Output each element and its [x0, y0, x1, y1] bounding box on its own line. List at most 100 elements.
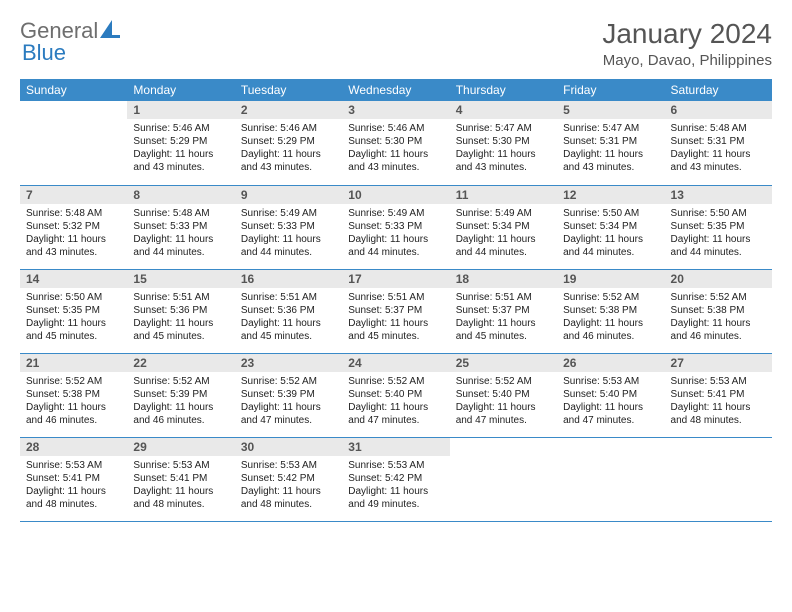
sunset-text: Sunset: 5:30 PM	[348, 135, 443, 148]
sunrise-text: Sunrise: 5:47 AM	[456, 122, 551, 135]
location-subtitle: Mayo, Davao, Philippines	[602, 52, 772, 69]
calendar-row: 1Sunrise: 5:46 AMSunset: 5:29 PMDaylight…	[20, 101, 772, 185]
day-details: Sunrise: 5:48 AMSunset: 5:32 PMDaylight:…	[20, 204, 127, 259]
day-details: Sunrise: 5:50 AMSunset: 5:35 PMDaylight:…	[665, 204, 772, 259]
calendar-cell	[557, 437, 664, 521]
daylight-text: Daylight: 11 hours and 48 minutes.	[133, 485, 228, 511]
day-details: Sunrise: 5:49 AMSunset: 5:33 PMDaylight:…	[235, 204, 342, 259]
sunrise-text: Sunrise: 5:52 AM	[348, 375, 443, 388]
day-number: 12	[557, 186, 664, 204]
day-number: 17	[342, 270, 449, 288]
day-details: Sunrise: 5:52 AMSunset: 5:38 PMDaylight:…	[557, 288, 664, 343]
day-number: 28	[20, 438, 127, 456]
sunset-text: Sunset: 5:34 PM	[456, 220, 551, 233]
day-number: 26	[557, 354, 664, 372]
daylight-text: Daylight: 11 hours and 47 minutes.	[456, 401, 551, 427]
calendar-row: 7Sunrise: 5:48 AMSunset: 5:32 PMDaylight…	[20, 185, 772, 269]
daylight-text: Daylight: 11 hours and 43 minutes.	[456, 148, 551, 174]
sunrise-text: Sunrise: 5:52 AM	[456, 375, 551, 388]
day-number: 21	[20, 354, 127, 372]
day-number: 5	[557, 101, 664, 119]
sunrise-text: Sunrise: 5:46 AM	[241, 122, 336, 135]
sunset-text: Sunset: 5:39 PM	[241, 388, 336, 401]
calendar-cell: 30Sunrise: 5:53 AMSunset: 5:42 PMDayligh…	[235, 437, 342, 521]
calendar-cell: 10Sunrise: 5:49 AMSunset: 5:33 PMDayligh…	[342, 185, 449, 269]
day-details: Sunrise: 5:50 AMSunset: 5:34 PMDaylight:…	[557, 204, 664, 259]
daylight-text: Daylight: 11 hours and 43 minutes.	[348, 148, 443, 174]
day-details: Sunrise: 5:52 AMSunset: 5:38 PMDaylight:…	[665, 288, 772, 343]
calendar-cell: 26Sunrise: 5:53 AMSunset: 5:40 PMDayligh…	[557, 353, 664, 437]
weekday-header: Friday	[557, 79, 664, 101]
sunset-text: Sunset: 5:31 PM	[563, 135, 658, 148]
sunrise-text: Sunrise: 5:53 AM	[671, 375, 766, 388]
day-details: Sunrise: 5:53 AMSunset: 5:41 PMDaylight:…	[665, 372, 772, 427]
sunset-text: Sunset: 5:35 PM	[671, 220, 766, 233]
day-details: Sunrise: 5:52 AMSunset: 5:40 PMDaylight:…	[450, 372, 557, 427]
sunrise-text: Sunrise: 5:53 AM	[133, 459, 228, 472]
day-details: Sunrise: 5:52 AMSunset: 5:39 PMDaylight:…	[127, 372, 234, 427]
day-number: 20	[665, 270, 772, 288]
day-details: Sunrise: 5:51 AMSunset: 5:37 PMDaylight:…	[342, 288, 449, 343]
sunset-text: Sunset: 5:35 PM	[26, 304, 121, 317]
calendar-row: 28Sunrise: 5:53 AMSunset: 5:41 PMDayligh…	[20, 437, 772, 521]
logo-sail-icon	[100, 20, 120, 38]
calendar-cell: 13Sunrise: 5:50 AMSunset: 5:35 PMDayligh…	[665, 185, 772, 269]
calendar-body: 1Sunrise: 5:46 AMSunset: 5:29 PMDaylight…	[20, 101, 772, 521]
calendar-cell: 8Sunrise: 5:48 AMSunset: 5:33 PMDaylight…	[127, 185, 234, 269]
daylight-text: Daylight: 11 hours and 43 minutes.	[133, 148, 228, 174]
day-number: 9	[235, 186, 342, 204]
sunrise-text: Sunrise: 5:52 AM	[241, 375, 336, 388]
calendar-cell: 20Sunrise: 5:52 AMSunset: 5:38 PMDayligh…	[665, 269, 772, 353]
day-details: Sunrise: 5:47 AMSunset: 5:30 PMDaylight:…	[450, 119, 557, 174]
sunset-text: Sunset: 5:42 PM	[241, 472, 336, 485]
daylight-text: Daylight: 11 hours and 48 minutes.	[241, 485, 336, 511]
day-details: Sunrise: 5:52 AMSunset: 5:38 PMDaylight:…	[20, 372, 127, 427]
day-number: 22	[127, 354, 234, 372]
calendar-cell: 29Sunrise: 5:53 AMSunset: 5:41 PMDayligh…	[127, 437, 234, 521]
calendar-table: Sunday Monday Tuesday Wednesday Thursday…	[20, 79, 772, 522]
weekday-header: Sunday	[20, 79, 127, 101]
day-number: 15	[127, 270, 234, 288]
daylight-text: Daylight: 11 hours and 47 minutes.	[348, 401, 443, 427]
sunset-text: Sunset: 5:42 PM	[348, 472, 443, 485]
day-number: 29	[127, 438, 234, 456]
calendar-cell: 3Sunrise: 5:46 AMSunset: 5:30 PMDaylight…	[342, 101, 449, 185]
sunrise-text: Sunrise: 5:53 AM	[563, 375, 658, 388]
daylight-text: Daylight: 11 hours and 44 minutes.	[671, 233, 766, 259]
daylight-text: Daylight: 11 hours and 46 minutes.	[671, 317, 766, 343]
day-number: 25	[450, 354, 557, 372]
sunrise-text: Sunrise: 5:52 AM	[26, 375, 121, 388]
weekday-header: Wednesday	[342, 79, 449, 101]
daylight-text: Daylight: 11 hours and 47 minutes.	[241, 401, 336, 427]
sunset-text: Sunset: 5:36 PM	[241, 304, 336, 317]
daylight-text: Daylight: 11 hours and 44 minutes.	[241, 233, 336, 259]
day-details: Sunrise: 5:53 AMSunset: 5:40 PMDaylight:…	[557, 372, 664, 427]
calendar-cell	[665, 437, 772, 521]
calendar-cell: 11Sunrise: 5:49 AMSunset: 5:34 PMDayligh…	[450, 185, 557, 269]
day-details: Sunrise: 5:49 AMSunset: 5:34 PMDaylight:…	[450, 204, 557, 259]
day-number: 14	[20, 270, 127, 288]
day-details: Sunrise: 5:51 AMSunset: 5:36 PMDaylight:…	[127, 288, 234, 343]
daylight-text: Daylight: 11 hours and 44 minutes.	[348, 233, 443, 259]
sunset-text: Sunset: 5:39 PM	[133, 388, 228, 401]
sunset-text: Sunset: 5:37 PM	[348, 304, 443, 317]
daylight-text: Daylight: 11 hours and 44 minutes.	[133, 233, 228, 259]
calendar-cell: 18Sunrise: 5:51 AMSunset: 5:37 PMDayligh…	[450, 269, 557, 353]
calendar-cell: 1Sunrise: 5:46 AMSunset: 5:29 PMDaylight…	[127, 101, 234, 185]
calendar-cell: 5Sunrise: 5:47 AMSunset: 5:31 PMDaylight…	[557, 101, 664, 185]
sunset-text: Sunset: 5:36 PM	[133, 304, 228, 317]
day-number: 13	[665, 186, 772, 204]
daylight-text: Daylight: 11 hours and 45 minutes.	[133, 317, 228, 343]
calendar-cell: 12Sunrise: 5:50 AMSunset: 5:34 PMDayligh…	[557, 185, 664, 269]
sunrise-text: Sunrise: 5:49 AM	[241, 207, 336, 220]
daylight-text: Daylight: 11 hours and 45 minutes.	[348, 317, 443, 343]
sunset-text: Sunset: 5:34 PM	[563, 220, 658, 233]
sunrise-text: Sunrise: 5:51 AM	[456, 291, 551, 304]
title-block: January 2024 Mayo, Davao, Philippines	[602, 18, 772, 69]
sunset-text: Sunset: 5:30 PM	[456, 135, 551, 148]
calendar-cell: 25Sunrise: 5:52 AMSunset: 5:40 PMDayligh…	[450, 353, 557, 437]
day-number: 31	[342, 438, 449, 456]
day-details: Sunrise: 5:52 AMSunset: 5:39 PMDaylight:…	[235, 372, 342, 427]
daylight-text: Daylight: 11 hours and 46 minutes.	[563, 317, 658, 343]
day-number: 30	[235, 438, 342, 456]
